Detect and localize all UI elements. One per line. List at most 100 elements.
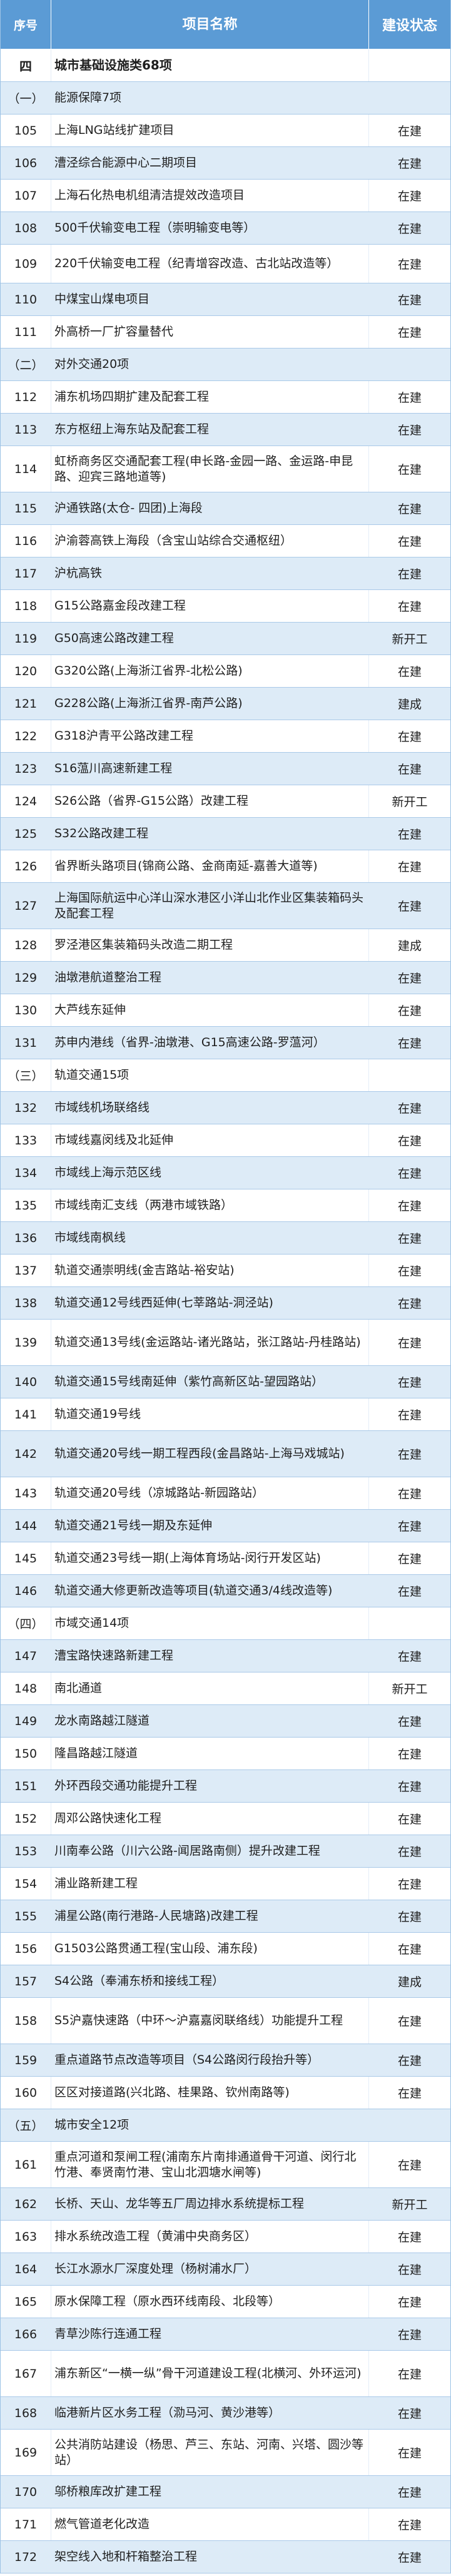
row-status: 在建: [397, 2159, 422, 2172]
row-project-name: S26公路（省界-G15公路）改建工程: [51, 785, 369, 817]
row-project-name: 220千伏输变电工程（纪青增容改造、古北站改造等）: [51, 245, 369, 283]
row-number: 119: [1, 623, 51, 654]
row-project-name: 南北通道: [51, 1672, 369, 1704]
row-number: 124: [1, 785, 51, 817]
row-status: 在建: [397, 1780, 422, 1794]
table-row: 166 青草沙陈行连通工程 在建: [1, 2318, 450, 2351]
row-number: 137: [1, 1255, 51, 1286]
row-number: 160: [1, 2077, 51, 2109]
row-status: 在建: [397, 125, 422, 138]
row-project-name: 上海LNG站线扩建项目: [51, 115, 369, 146]
row-status: 在建: [397, 1102, 422, 1116]
table-row: 134 市域线上海示范区线 在建: [1, 1157, 450, 1189]
row-project-name: S4公路（奉浦东桥和接线工程）: [51, 1965, 369, 1997]
row-project-name: 重点道路节点改造等项目（S4公路闵行段抬升等）: [51, 2044, 369, 2076]
table-row: 120 G320公路(上海浙江省界-北松公路) 在建: [1, 655, 450, 688]
table-row: 130 大芦线东延伸 在建: [1, 994, 450, 1027]
table-row: 138 轨道交通12号线西延伸(七莘路站-洞泾站) 在建: [1, 1287, 450, 1320]
row-number: （四）: [1, 1607, 51, 1639]
row-number: 131: [1, 1027, 51, 1059]
row-number: 169: [1, 2430, 51, 2475]
table-row: 159 重点道路节点改造等项目（S4公路闵行段抬升等） 在建: [1, 2044, 450, 2077]
table-row: 125 S32公路改建工程 在建: [1, 818, 450, 850]
row-number: 120: [1, 655, 51, 687]
row-project-name: G228公路(上海浙江省界-南芦公路): [51, 688, 369, 720]
row-project-name: 公共消防站建设（杨思、芦三、东站、河南、兴塔、圆沙等站）: [51, 2430, 369, 2475]
row-project-name: 燃气管道老化改造: [51, 2508, 369, 2540]
row-project-name: 沪渝蓉高铁上海段（含宝山站综合交通枢纽）: [51, 525, 369, 557]
table-row: 145 轨道交通23号线一期(上海体育场站-闵行开发区站) 在建: [1, 1542, 450, 1575]
row-status: 在建: [397, 391, 422, 405]
section-row: （五） 城市安全12项: [1, 2109, 450, 2142]
row-number: 123: [1, 753, 51, 785]
row-project-name: 浦业路新建工程: [51, 1868, 369, 1900]
row-number: 146: [1, 1575, 51, 1607]
table-row: 158 S5沪嘉快速路（中环～沪嘉嘉闵联络线）功能提升工程 在建: [1, 1998, 450, 2044]
table-row: 133 市域线嘉闵线及北延伸 在建: [1, 1124, 450, 1157]
row-number: 125: [1, 818, 51, 850]
header-project-name: 项目名称: [51, 0, 369, 49]
row-project-name: 漕宝路快速路新建工程: [51, 1640, 369, 1672]
row-project-name: 川南奉公路（川六公路-闻居路南侧）提升改建工程: [51, 1835, 369, 1867]
row-project-name: 外环西段交通功能提升工程: [51, 1770, 369, 1802]
row-number: 四: [1, 49, 51, 81]
row-status: [369, 49, 450, 81]
row-project-name: 大芦线东延伸: [51, 994, 369, 1026]
row-status: 在建: [397, 2551, 422, 2565]
row-number: 111: [1, 316, 51, 348]
row-number: 171: [1, 2508, 51, 2540]
table-row: 119 G50高速公路改建工程 新开工: [1, 623, 450, 655]
row-status: 在建: [397, 763, 422, 776]
table-row: 155 浦星公路(南行港路-人民塘路)改建工程 在建: [1, 1900, 450, 1933]
section-row: （一） 能源保障7项: [1, 82, 450, 115]
row-number: 170: [1, 2476, 51, 2508]
header-status: 建设状态: [382, 18, 437, 34]
row-status: 在建: [397, 1376, 422, 1390]
row-status: [369, 1059, 450, 1091]
row-status: [369, 1607, 450, 1639]
row-number: 158: [1, 1998, 51, 2044]
header-number: 序号: [1, 0, 51, 49]
row-number: 166: [1, 2318, 51, 2350]
row-project-name: 城市基础设施类68项: [51, 49, 369, 81]
row-project-name: 市域线上海示范区线: [51, 1157, 369, 1189]
table-row: 170 邬桥粮库改扩建工程 在建: [1, 2476, 450, 2508]
row-number: （一）: [1, 82, 51, 114]
row-status: 在建: [397, 1487, 422, 1501]
row-status: 建成: [397, 1975, 422, 1989]
table-row: 129 油墩港航道整治工程 在建: [1, 962, 450, 994]
row-status: 在建: [397, 1448, 422, 1462]
row-status: 在建: [397, 1037, 422, 1051]
row-project-name: 罗泾港区集装箱码头改造二期工程: [51, 929, 369, 961]
table-body: 四城市基础设施类68项 （一） 能源保障7项 105 上海LNG站线扩建项目 在建 106 漕…: [1, 49, 450, 2573]
row-status: 在建: [397, 1585, 422, 1599]
row-number: 151: [1, 1770, 51, 1802]
table-row: 106 漕泾综合能源中心二期项目 在建: [1, 147, 450, 180]
table-row: 149 龙水南路越江隧道 在建: [1, 1705, 450, 1738]
row-status: 在建: [397, 1520, 422, 1534]
row-number: 145: [1, 1542, 51, 1574]
row-project-name: 市域线南枫线: [51, 1222, 369, 1254]
table-row: 160 区区对接道路(兴北路、桂果路、钦州南路等) 在建: [1, 2077, 450, 2109]
table-row: 147 漕宝路快速路新建工程 在建: [1, 1640, 450, 1672]
table-row: 141 轨道交通19号线 在建: [1, 1398, 450, 1431]
row-number: 109: [1, 245, 51, 283]
row-status: 在建: [397, 2446, 422, 2460]
section-row: （三） 轨道交通15项: [1, 1059, 450, 1092]
row-status: 在建: [397, 258, 422, 272]
row-project-name: 架空线入地和杆箱整治工程: [51, 2541, 369, 2573]
row-status: 建成: [397, 939, 422, 953]
row-number: 147: [1, 1640, 51, 1672]
row-status: 在建: [397, 828, 422, 842]
row-project-name: 浦东机场四期扩建及配套工程: [51, 381, 369, 413]
table-row: 142 轨道交通20号线一期工程西段(金昌路站-上海马戏城站) 在建: [1, 1431, 450, 1477]
table-row: 167 浦东新区“一横一纵”骨干河道建设工程(北横河、外环运河) 在建: [1, 2351, 450, 2397]
section-row: （四） 市域交通14项: [1, 1607, 450, 1640]
table-row: 124 S26公路（省界-G15公路）改建工程 新开工: [1, 785, 450, 818]
row-number: 117: [1, 557, 51, 589]
row-project-name: 龙水南路越江隧道: [51, 1705, 369, 1737]
table-row: 161 重点河道和泵闸工程(浦南东片南排通道骨干河道、闵行北竹港、奉贤南竹港、宝山…: [1, 2142, 450, 2188]
row-status: 在建: [397, 1715, 422, 1729]
row-number: 134: [1, 1157, 51, 1189]
table-row: 123 S16蕰川高速新建工程 在建: [1, 753, 450, 785]
